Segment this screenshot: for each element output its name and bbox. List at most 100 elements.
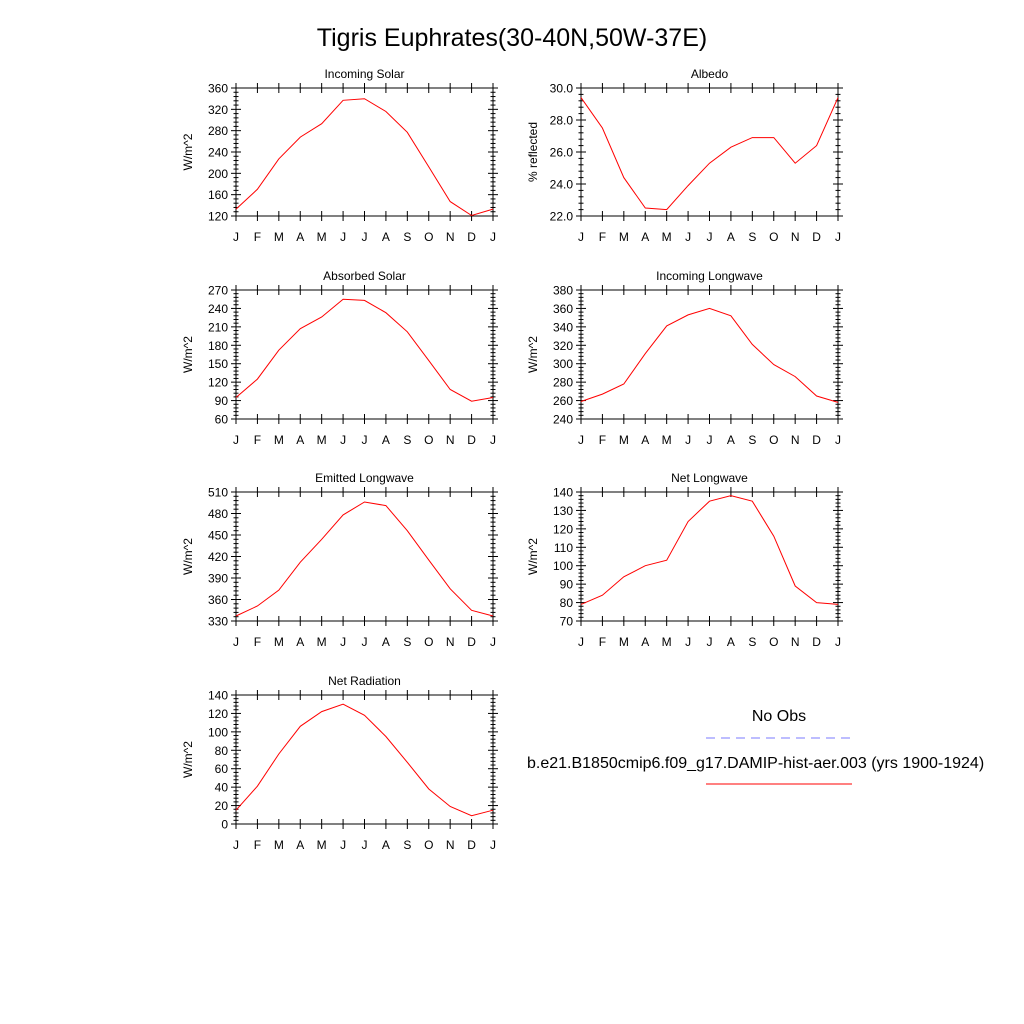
- panel-7-xtick-label: F: [254, 838, 261, 852]
- panel-3-ytick-label: 90: [215, 394, 229, 408]
- panel-7-xtick-label: A: [382, 838, 390, 852]
- panel-6-ytick-label: 70: [560, 615, 574, 629]
- panel-2-xtick-label: J: [707, 230, 713, 244]
- panel-4-xtick-label: J: [578, 433, 584, 447]
- panel-7-xtick-label: J: [340, 838, 346, 852]
- panel-2: J F M A M J J A S O N D J22.024.026.028.030.0Albedo%…: [526, 67, 843, 244]
- panel-7-ytick-label: 80: [215, 744, 229, 758]
- panel-5-frame: [235, 491, 494, 622]
- panel-2-series-line: [580, 97, 839, 211]
- panel-3-ytick-label: 270: [208, 284, 228, 298]
- panel-4-xtick-label: A: [727, 433, 735, 447]
- panel-4-xtick-label: D: [812, 433, 821, 447]
- panel-6-xtick-label: M: [619, 635, 629, 649]
- panel-4-xtick-label: A: [641, 433, 649, 447]
- panel-4-xtick-label: M: [619, 433, 629, 447]
- panel-7-xtick-label: J: [490, 838, 496, 852]
- panel-5-ytick-label: 480: [208, 507, 228, 521]
- panel-3-xtick-label: M: [317, 433, 327, 447]
- panel-3-ytick-label: 210: [208, 320, 228, 334]
- panel-1-xtick-label: N: [446, 230, 455, 244]
- panel-5-xtick-label: M: [317, 635, 327, 649]
- panel-7-xtick-label: J: [362, 838, 368, 852]
- panel-4-ytick-label: 300: [553, 357, 573, 371]
- panel-4-ytick-label: 380: [553, 284, 573, 298]
- panel-3-xtick-label: J: [490, 433, 496, 447]
- panel-5-ytick-label: 450: [208, 529, 228, 543]
- panel-5-ytick-label: 420: [208, 550, 228, 564]
- panel-5-ylabel: W/m^2: [181, 538, 195, 575]
- panel-5-xtick-label: J: [362, 635, 368, 649]
- panel-6-xtick-label: F: [599, 635, 606, 649]
- panel-3-xtick-label: N: [446, 433, 455, 447]
- panel-4-ylabel: W/m^2: [526, 336, 540, 373]
- panel-7-xtick-label: M: [317, 838, 327, 852]
- panel-3-xtick-label: J: [362, 433, 368, 447]
- panel-7-ylabel: W/m^2: [181, 741, 195, 778]
- panel-2-xtick-label: J: [578, 230, 584, 244]
- panel-5-title: Emitted Longwave: [315, 471, 414, 485]
- panel-1: J F M A M J J A S O N D J120160200240280320360Incomi…: [181, 67, 498, 244]
- panel-7-xtick-label: A: [296, 838, 304, 852]
- panel-3-xtick-label: J: [340, 433, 346, 447]
- panel-1-ytick-label: 240: [208, 146, 228, 160]
- panel-6-ylabel: W/m^2: [526, 538, 540, 575]
- panel-5-xtick-label: N: [446, 635, 455, 649]
- panel-3-frame: [235, 289, 494, 420]
- panel-5-ytick-label: 390: [208, 572, 228, 586]
- panel-3-xtick-label: D: [467, 433, 476, 447]
- panel-3-ytick-label: 240: [208, 302, 228, 316]
- panel-1-ytick-label: 280: [208, 124, 228, 138]
- panel-5-ytick-label: 510: [208, 486, 228, 500]
- panel-1-xtick-label: M: [317, 230, 327, 244]
- panel-4-frame: [580, 289, 839, 420]
- panel-2-ytick-label: 26.0: [550, 146, 574, 160]
- panel-5-xtick-label: A: [382, 635, 390, 649]
- panel-3-xtick-label: S: [403, 433, 411, 447]
- panel-5-xtick-label: M: [274, 635, 284, 649]
- panel-5-xtick-label: J: [340, 635, 346, 649]
- panel-3-xtick-label: A: [382, 433, 390, 447]
- panel-1-xtick-label: J: [233, 230, 239, 244]
- panel-7-ytick-label: 120: [208, 707, 228, 721]
- panel-5-xtick-label: J: [233, 635, 239, 649]
- panel-6-xtick-label: M: [662, 635, 672, 649]
- panel-1-xtick-label: O: [424, 230, 433, 244]
- panel-2-xtick-label: D: [812, 230, 821, 244]
- panel-3-xtick-label: J: [233, 433, 239, 447]
- panel-6-ytick-label: 90: [560, 578, 574, 592]
- panel-3-xtick-label: M: [274, 433, 284, 447]
- panel-4-xtick-label: S: [748, 433, 756, 447]
- panel-7-xtick-label: J: [233, 838, 239, 852]
- panel-2-xtick-label: F: [599, 230, 606, 244]
- panel-1-ytick-label: 120: [208, 210, 228, 224]
- panel-6-xtick-label: J: [835, 635, 841, 649]
- panel-7-series-line: [235, 703, 494, 817]
- panel-7-title: Net Radiation: [328, 674, 401, 688]
- panel-1-xtick-label: D: [467, 230, 476, 244]
- panel-3-ytick-label: 120: [208, 376, 228, 390]
- panel-2-ytick-label: 30.0: [550, 82, 574, 96]
- panel-6-xtick-label: A: [641, 635, 649, 649]
- panel-6-xtick-label: N: [791, 635, 800, 649]
- panel-7-ytick-label: 100: [208, 725, 228, 739]
- panel-3: J F M A M J J A S O N D J6090120150180210240270Absor…: [181, 269, 498, 447]
- panel-5-ytick-label: 330: [208, 615, 228, 629]
- panel-3-xtick-label: O: [424, 433, 433, 447]
- panel-4-xtick-label: J: [685, 433, 691, 447]
- panel-6-xtick-label: A: [727, 635, 735, 649]
- panel-1-xtick-label: J: [490, 230, 496, 244]
- panel-5: J F M A M J J A S O N D J330360390420450480510Emitte…: [181, 471, 498, 649]
- panel-4-xtick-label: J: [707, 433, 713, 447]
- panel-2-xtick-label: J: [685, 230, 691, 244]
- panel-6-ytick-label: 80: [560, 596, 574, 610]
- panel-7-ytick-label: 40: [215, 781, 229, 795]
- panel-1-ytick-label: 360: [208, 82, 228, 96]
- panel-5-xtick-label: F: [254, 635, 261, 649]
- figure-title: Tigris Euphrates(30-40N,50W-37E): [317, 24, 707, 52]
- panels: J F M A M J J A S O N D J120160200240280320360Incomi…: [181, 67, 843, 852]
- panel-4-ytick-label: 260: [553, 394, 573, 408]
- panel-7-xtick-label: D: [467, 838, 476, 852]
